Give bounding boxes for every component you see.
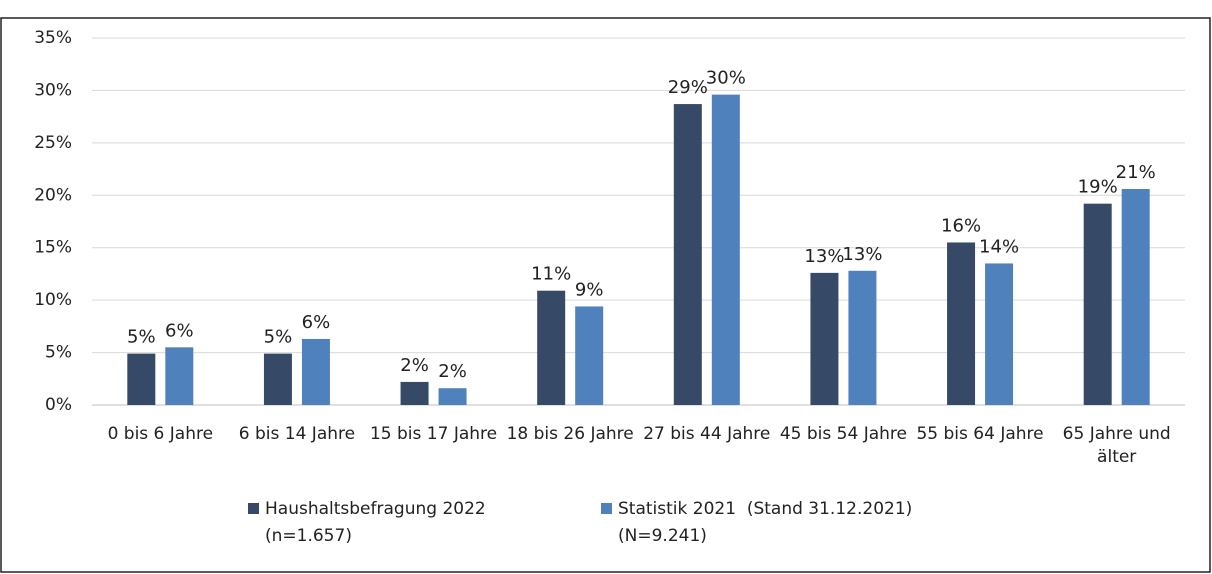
value-label: 2% <box>438 361 467 382</box>
value-label: 5% <box>127 327 156 348</box>
bar <box>575 306 604 405</box>
x-tick-label: 45 bis 54 Jahre <box>779 424 907 444</box>
y-tick-label: 25% <box>34 133 72 153</box>
value-label: 5% <box>264 327 293 348</box>
value-label: 16% <box>941 215 981 236</box>
bar <box>810 272 839 405</box>
bar <box>165 347 194 405</box>
bar <box>947 242 976 405</box>
bar <box>1083 203 1112 405</box>
y-tick-label: 5% <box>45 343 72 363</box>
bar <box>127 353 156 405</box>
x-tick-label: 15 bis 17 Jahre <box>369 424 498 444</box>
x-tick-label: 27 bis 44 Jahre <box>643 424 771 444</box>
y-tick-label: 15% <box>34 238 72 258</box>
bar <box>263 353 292 405</box>
value-label: 9% <box>575 279 604 300</box>
y-tick-label: 35% <box>34 28 72 48</box>
bar <box>301 338 330 405</box>
value-label: 19% <box>1078 177 1118 198</box>
value-label: 13% <box>842 244 882 265</box>
bar <box>537 290 566 405</box>
x-tick-label: 0 bis 6 Jahre <box>107 424 214 444</box>
value-label: 11% <box>531 264 571 285</box>
bar <box>1121 188 1150 405</box>
bar <box>848 270 877 405</box>
x-tick-label: 65 Jahre und älter <box>1062 424 1171 467</box>
y-tick-label: 20% <box>34 185 72 205</box>
bar <box>673 104 702 405</box>
x-tick-label: 18 bis 26 Jahre <box>506 424 634 444</box>
bar <box>438 388 467 405</box>
x-tick-label: 6 bis 14 Jahre <box>238 424 356 444</box>
value-label: 30% <box>706 68 746 89</box>
chart-border <box>0 17 1211 573</box>
value-label: 6% <box>302 312 331 333</box>
y-tick-label: 10% <box>34 290 72 310</box>
y-tick-label: 0% <box>45 395 72 415</box>
bar <box>400 381 429 405</box>
legend-swatch <box>601 503 612 514</box>
value-label: 13% <box>804 246 844 267</box>
bar <box>711 94 740 405</box>
legend-label: Haushaltsbefragung 2022 (n=1.657) <box>265 499 492 546</box>
legend-swatch <box>248 503 259 514</box>
x-tick-label: 55 bis 64 Jahre <box>916 424 1044 444</box>
value-label: 2% <box>400 355 429 376</box>
y-tick-label: 30% <box>34 80 72 100</box>
value-label: 14% <box>979 236 1019 257</box>
legend-label: Statistik 2021 (Stand 31.12.2021) (N=9.2… <box>618 499 918 546</box>
bar <box>985 263 1014 405</box>
value-label: 29% <box>668 77 708 98</box>
value-label: 6% <box>165 320 194 341</box>
value-label: 21% <box>1116 162 1156 183</box>
